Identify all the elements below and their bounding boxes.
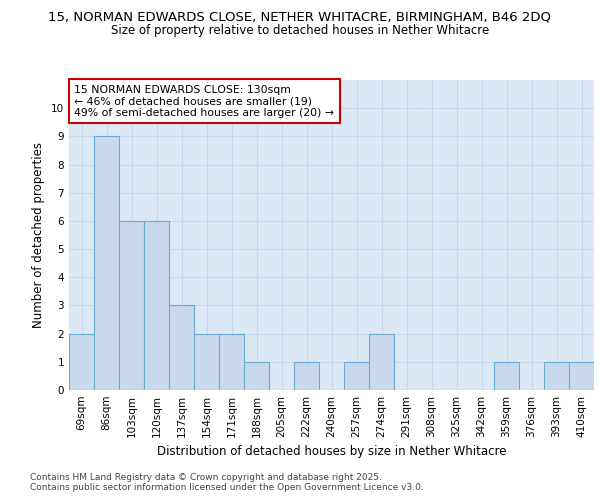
- Text: 15, NORMAN EDWARDS CLOSE, NETHER WHITACRE, BIRMINGHAM, B46 2DQ: 15, NORMAN EDWARDS CLOSE, NETHER WHITACR…: [49, 11, 551, 24]
- Bar: [119, 221, 144, 390]
- Bar: [294, 362, 319, 390]
- Y-axis label: Number of detached properties: Number of detached properties: [32, 142, 46, 328]
- Bar: [344, 362, 369, 390]
- Text: Contains HM Land Registry data © Crown copyright and database right 2025.
Contai: Contains HM Land Registry data © Crown c…: [30, 473, 424, 492]
- Bar: [219, 334, 244, 390]
- Text: 15 NORMAN EDWARDS CLOSE: 130sqm
← 46% of detached houses are smaller (19)
49% of: 15 NORMAN EDWARDS CLOSE: 130sqm ← 46% of…: [74, 84, 334, 118]
- Bar: [169, 306, 194, 390]
- Bar: [194, 334, 219, 390]
- Bar: [244, 362, 269, 390]
- Bar: [369, 334, 394, 390]
- Bar: [144, 221, 169, 390]
- Text: Size of property relative to detached houses in Nether Whitacre: Size of property relative to detached ho…: [111, 24, 489, 37]
- Bar: [494, 362, 519, 390]
- Bar: [569, 362, 594, 390]
- X-axis label: Distribution of detached houses by size in Nether Whitacre: Distribution of detached houses by size …: [157, 446, 506, 458]
- Bar: [544, 362, 569, 390]
- Bar: [69, 334, 94, 390]
- Bar: [94, 136, 119, 390]
